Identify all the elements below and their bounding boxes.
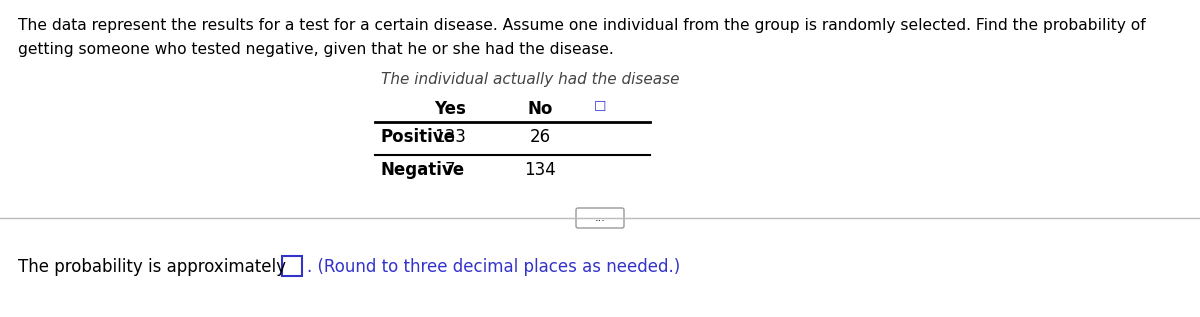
Text: 134: 134 [524,161,556,179]
Text: getting someone who tested negative, given that he or she had the disease.: getting someone who tested negative, giv… [18,42,613,57]
Text: 7: 7 [445,161,455,179]
FancyBboxPatch shape [282,256,302,276]
Text: Positive: Positive [380,128,455,146]
Text: . (Round to three decimal places as needed.): . (Round to three decimal places as need… [307,258,680,276]
Text: 133: 133 [434,128,466,146]
Text: The individual actually had the disease: The individual actually had the disease [380,72,679,87]
Text: No: No [527,100,553,118]
Text: Negative: Negative [380,161,464,179]
Text: The data represent the results for a test for a certain disease. Assume one indi: The data represent the results for a tes… [18,18,1146,33]
Text: Yes: Yes [434,100,466,118]
Text: ...: ... [594,213,606,223]
Text: 26: 26 [529,128,551,146]
FancyBboxPatch shape [576,208,624,228]
Text: ☐: ☐ [594,100,606,114]
Text: The probability is approximately: The probability is approximately [18,258,286,276]
